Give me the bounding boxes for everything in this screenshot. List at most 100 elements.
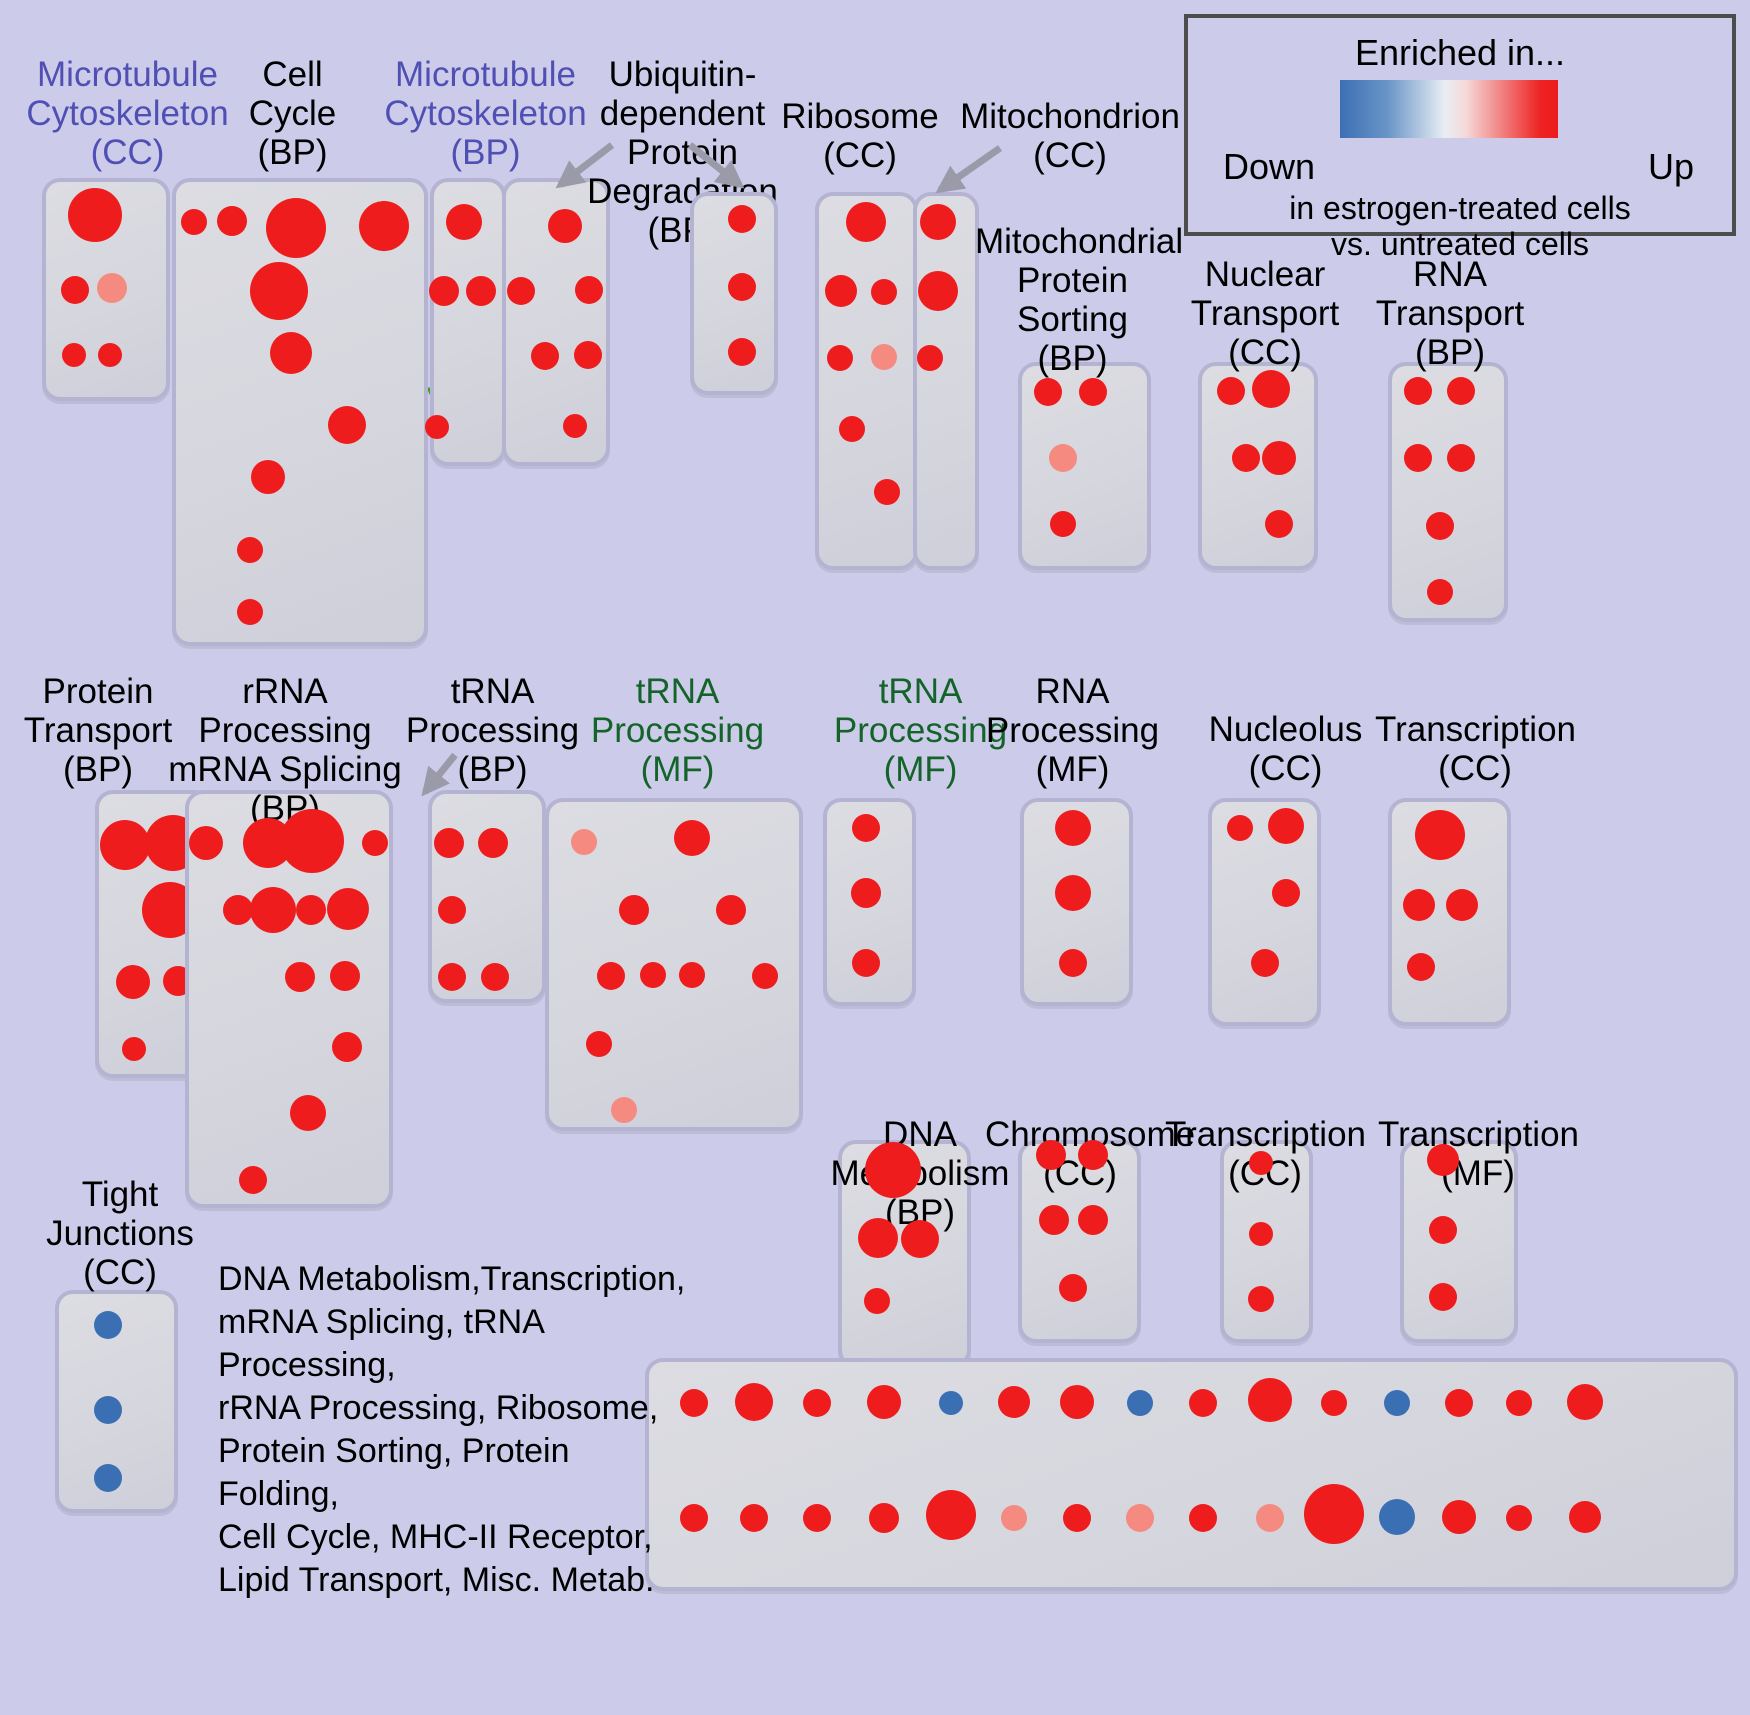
go-term-node[interactable]: [122, 1037, 146, 1061]
go-term-node[interactable]: [1407, 953, 1435, 981]
go-term-node[interactable]: [1063, 1504, 1091, 1532]
go-term-node[interactable]: [852, 949, 880, 977]
go-term-node[interactable]: [1126, 1504, 1154, 1532]
go-term-node[interactable]: [1251, 949, 1279, 977]
go-term-node[interactable]: [330, 961, 360, 991]
go-term-node[interactable]: [1447, 444, 1475, 472]
go-term-node[interactable]: [674, 820, 710, 856]
go-term-node[interactable]: [280, 809, 344, 873]
go-term-node[interactable]: [1427, 579, 1453, 605]
go-term-node[interactable]: [181, 209, 207, 235]
go-term-node[interactable]: [852, 814, 880, 842]
go-term-node[interactable]: [939, 1391, 963, 1415]
go-term-node[interactable]: [563, 414, 587, 438]
go-term-node[interactable]: [251, 460, 285, 494]
go-term-node[interactable]: [571, 829, 597, 855]
go-term-node[interactable]: [597, 962, 625, 990]
go-term-node[interactable]: [1427, 1144, 1459, 1176]
go-term-node[interactable]: [1249, 1151, 1273, 1175]
go-term-node[interactable]: [1217, 377, 1245, 405]
go-term-node[interactable]: [98, 343, 122, 367]
go-term-node[interactable]: [296, 895, 326, 925]
go-term-node[interactable]: [239, 1166, 267, 1194]
go-term-node[interactable]: [1127, 1390, 1153, 1416]
go-term-node[interactable]: [1429, 1283, 1457, 1311]
go-term-node[interactable]: [735, 1383, 773, 1421]
cluster-box-ribosome-cc[interactable]: [815, 192, 918, 570]
go-term-node[interactable]: [1049, 444, 1077, 472]
go-term-node[interactable]: [716, 895, 746, 925]
go-term-node[interactable]: [1039, 1205, 1069, 1235]
go-term-node[interactable]: [1268, 808, 1304, 844]
go-term-node[interactable]: [1404, 444, 1432, 472]
go-term-node[interactable]: [100, 820, 150, 870]
go-term-node[interactable]: [680, 1504, 708, 1532]
go-term-node[interactable]: [680, 1389, 708, 1417]
go-term-node[interactable]: [328, 406, 366, 444]
go-term-node[interactable]: [803, 1389, 831, 1417]
go-term-node[interactable]: [917, 345, 943, 371]
go-term-node[interactable]: [1059, 1274, 1087, 1302]
go-term-node[interactable]: [1506, 1390, 1532, 1416]
go-term-node[interactable]: [865, 1142, 921, 1198]
go-term-node[interactable]: [574, 341, 602, 369]
go-term-node[interactable]: [1415, 810, 1465, 860]
go-term-node[interactable]: [94, 1396, 122, 1424]
go-term-node[interactable]: [752, 963, 778, 989]
go-term-node[interactable]: [1429, 1216, 1457, 1244]
go-term-node[interactable]: [266, 198, 326, 258]
go-term-node[interactable]: [507, 277, 535, 305]
go-term-node[interactable]: [94, 1464, 122, 1492]
go-term-node[interactable]: [217, 206, 247, 236]
go-term-node[interactable]: [1248, 1286, 1274, 1312]
go-term-node[interactable]: [1506, 1505, 1532, 1531]
go-term-node[interactable]: [1426, 512, 1454, 540]
go-term-node[interactable]: [250, 262, 308, 320]
go-term-node[interactable]: [575, 276, 603, 304]
go-term-node[interactable]: [359, 201, 409, 251]
go-term-node[interactable]: [1055, 875, 1091, 911]
go-term-node[interactable]: [285, 962, 315, 992]
go-term-node[interactable]: [425, 415, 449, 439]
go-term-node[interactable]: [1078, 1205, 1108, 1235]
go-term-node[interactable]: [871, 279, 897, 305]
go-term-node[interactable]: [851, 878, 881, 908]
go-term-node[interactable]: [803, 1504, 831, 1532]
go-term-node[interactable]: [1036, 1140, 1066, 1170]
cluster-box-chromosome-cc[interactable]: [1018, 1140, 1141, 1343]
go-term-node[interactable]: [1055, 810, 1091, 846]
go-term-node[interactable]: [1265, 510, 1293, 538]
go-term-node[interactable]: [1403, 889, 1435, 921]
go-term-node[interactable]: [61, 276, 89, 304]
go-term-node[interactable]: [728, 338, 756, 366]
go-term-node[interactable]: [825, 275, 857, 307]
go-term-node[interactable]: [62, 343, 86, 367]
go-term-node[interactable]: [1442, 1500, 1476, 1534]
go-term-node[interactable]: [1232, 444, 1260, 472]
go-term-node[interactable]: [429, 276, 459, 306]
go-term-node[interactable]: [1189, 1504, 1217, 1532]
go-term-node[interactable]: [869, 1503, 899, 1533]
cluster-box-rna-transport-bp[interactable]: [1388, 362, 1508, 622]
go-term-node[interactable]: [250, 887, 296, 933]
go-term-node[interactable]: [327, 888, 369, 930]
go-term-node[interactable]: [728, 273, 756, 301]
go-term-node[interactable]: [481, 963, 509, 991]
go-term-node[interactable]: [68, 188, 122, 242]
cluster-box-nucleolus-cc[interactable]: [1208, 798, 1321, 1026]
go-term-node[interactable]: [1189, 1389, 1217, 1417]
go-term-node[interactable]: [362, 830, 388, 856]
go-term-node[interactable]: [611, 1097, 637, 1123]
go-term-node[interactable]: [548, 209, 582, 243]
go-term-node[interactable]: [1050, 511, 1076, 537]
go-term-node[interactable]: [1446, 889, 1478, 921]
go-term-node[interactable]: [531, 342, 559, 370]
go-term-node[interactable]: [839, 416, 865, 442]
go-term-node[interactable]: [446, 204, 482, 240]
go-term-node[interactable]: [728, 205, 756, 233]
go-term-node[interactable]: [290, 1095, 326, 1131]
go-term-node[interactable]: [640, 962, 666, 988]
go-term-node[interactable]: [679, 962, 705, 988]
go-term-node[interactable]: [237, 599, 263, 625]
go-term-node[interactable]: [1078, 1140, 1108, 1170]
